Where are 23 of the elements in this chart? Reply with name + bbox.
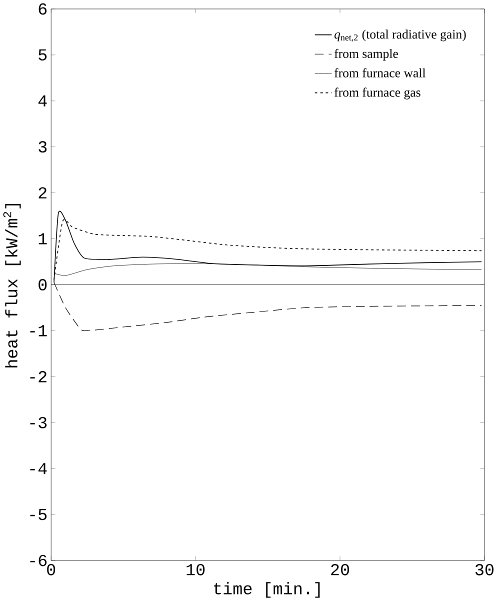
x-tick-label: 10 [186,564,205,576]
y-tick-label: 1 [38,233,47,244]
x-tick-label: 0 [47,564,56,576]
y-tick-label: -4 [30,463,47,474]
x-axis-title: time [min.] [214,582,320,598]
legend-label: from furnace wall [334,68,426,78]
legend-label: from sample [334,48,398,61]
y-tick-label: -3 [30,416,47,428]
legend-label: from furnace gas [334,88,420,100]
y-axis-title: heat flux [kW/m$^{2}$] [3,204,21,368]
y-tick-label: 2 [38,187,47,198]
y-tick-label: 3 [38,141,47,153]
y-tick-label: -5 [30,508,47,520]
y-tick-label: 0 [38,279,47,290]
legend-label: q$_{net,2}$ (total radiative gain) [334,30,466,42]
y-tick-label: -1 [30,325,47,336]
y-tick-label: 6 [38,3,47,15]
y-tick-label: 5 [38,49,47,61]
x-tick-label: 20 [331,564,350,576]
y-tick-label: -2 [30,371,47,382]
x-tick-label: 30 [476,564,494,576]
y-tick-label: 4 [38,95,47,106]
y-tick-label: -6 [30,554,47,566]
